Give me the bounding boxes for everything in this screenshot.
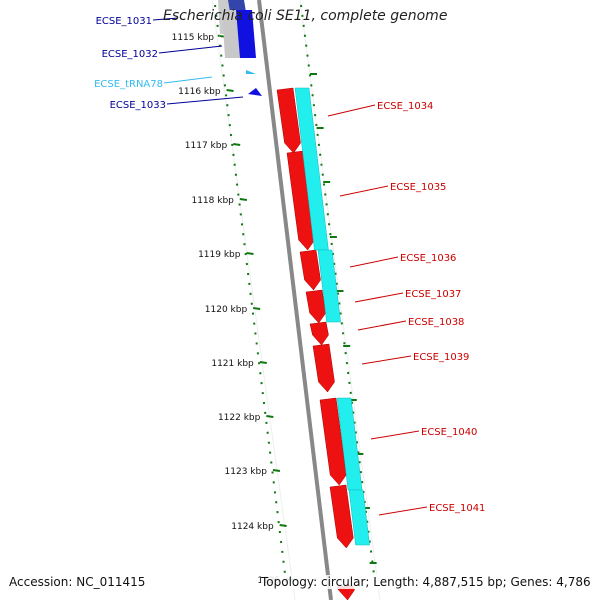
kbp-tick-mark: [226, 89, 234, 92]
leader-line: [354, 292, 404, 303]
accession-label: Accession: NC_011415: [9, 575, 146, 589]
leader-line: [361, 355, 412, 365]
leader-line: [158, 45, 223, 54]
gene-ECSE_1031-segment[interactable]: [228, 0, 246, 12]
feature-label-ECSE_1036[interactable]: ECSE_1036: [400, 253, 456, 264]
frame-line-right: [299, 0, 381, 601]
genome-title: Escherichia coli SE11, complete genome: [163, 8, 448, 24]
leader-line: [378, 506, 428, 516]
feature-label-ECSE_1039[interactable]: ECSE_1039: [413, 352, 469, 363]
kbp-tick-label: 1118 kbp: [191, 196, 234, 206]
kbp-tick-mark: [233, 143, 241, 146]
kbp-tick-mark: [279, 524, 287, 527]
kbp-tick-label: 1116 kbp: [178, 87, 221, 97]
leader-line: [152, 17, 179, 21]
kbp-tick-label: 1117 kbp: [185, 141, 228, 151]
gene-reverse-cds-icon[interactable]: [329, 484, 354, 549]
kbp-tick-label: 1119 kbp: [198, 250, 241, 260]
kbp-tick-mark: [266, 415, 274, 418]
kbp-tick-mark: [253, 307, 261, 310]
trna-ECSE_tRNA78-icon[interactable]: [246, 70, 256, 74]
kbp-tick-label: 1123 kbp: [225, 467, 268, 477]
kbp-tick-label: 1120 kbp: [205, 305, 248, 315]
gene-reverse-cds-icon[interactable]: [299, 249, 321, 291]
kbp-tick-mark: [239, 198, 248, 201]
feature-label-ECSE_1040[interactable]: ECSE_1040: [421, 427, 477, 438]
feature-label-ECSE_1032[interactable]: ECSE_1032: [102, 49, 158, 60]
leader-line: [357, 320, 407, 331]
leader-line: [349, 256, 399, 268]
feature-label-ECSE_tRNA78[interactable]: ECSE_tRNA78: [94, 79, 163, 90]
feature-label-ECSE_1037[interactable]: ECSE_1037: [405, 289, 461, 300]
gene-ECSE_1033-icon[interactable]: [248, 88, 262, 96]
frame-line-left: [211, 0, 296, 601]
leader-line: [327, 104, 376, 117]
kbp-tick-label: 1122 kbp: [218, 413, 261, 423]
genome-summary-label: Topology: circular; Length: 4,887,515 bp…: [261, 575, 591, 589]
gene-reverse-cds-icon[interactable]: [319, 397, 347, 486]
genome-backbone: [257, 0, 333, 601]
feature-label-ECSE_1035[interactable]: ECSE_1035: [390, 182, 446, 193]
feature-label-ECSE_1031[interactable]: ECSE_1031: [96, 16, 152, 27]
gene-reverse-cds-icon[interactable]: [312, 343, 335, 393]
feature-label-ECSE_1034[interactable]: ECSE_1034: [377, 101, 433, 112]
gene-reverse-cds-icon[interactable]: [286, 150, 315, 251]
gene-reverse-cds-icon[interactable]: [305, 289, 326, 324]
rna-strand-band: [317, 249, 341, 323]
gene-reverse-cds-icon[interactable]: [276, 87, 301, 154]
leader-line: [370, 430, 420, 440]
kbp-tick-mark: [259, 361, 267, 364]
kbp-tick-label: 1121 kbp: [211, 359, 254, 369]
kbp-tick-label: 1124 kbp: [231, 522, 274, 532]
leader-line: [166, 96, 244, 105]
feature-label-ECSE_1041[interactable]: ECSE_1041: [429, 503, 485, 514]
rna-strand-band: [348, 489, 370, 546]
leader-line: [163, 76, 213, 84]
gene-ECSE_1032-icon[interactable]: [236, 10, 256, 58]
kbp-tick-label: 1115 kbp: [172, 33, 215, 43]
feature-label-ECSE_1033[interactable]: ECSE_1033: [110, 100, 166, 111]
kbp-tick-mark: [272, 469, 281, 472]
kbp-scale-dots: [214, 4, 288, 591]
leader-line: [339, 185, 389, 197]
feature-label-ECSE_1038[interactable]: ECSE_1038: [408, 317, 464, 328]
kbp-tick-mark: [246, 252, 254, 255]
gene-reverse-cds-icon[interactable]: [309, 321, 329, 346]
